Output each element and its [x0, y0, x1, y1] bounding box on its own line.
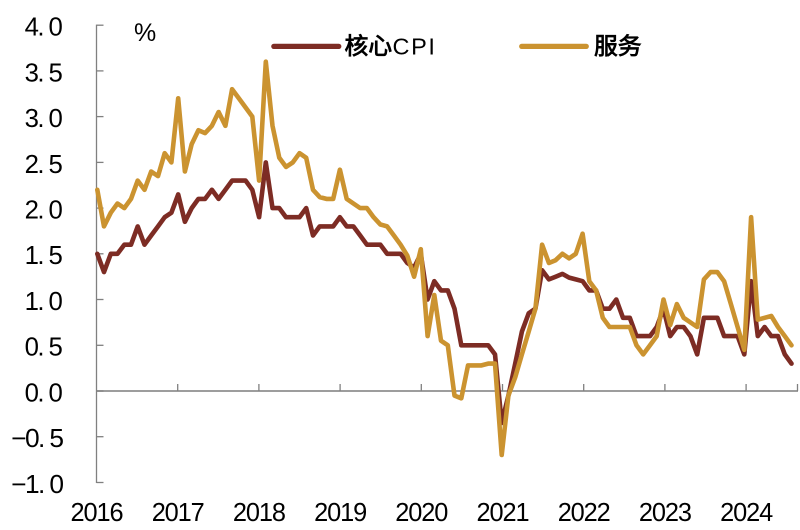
svg-text:2024: 2024: [720, 499, 773, 527]
svg-text:2016: 2016: [71, 499, 124, 527]
svg-text:2. 5: 2. 5: [25, 149, 63, 179]
svg-text:−1. 0: −1. 0: [11, 469, 63, 499]
svg-text:2020: 2020: [395, 499, 448, 527]
svg-text:4. 0: 4. 0: [25, 12, 63, 42]
svg-text:1. 0: 1. 0: [25, 286, 63, 316]
svg-text:2019: 2019: [314, 499, 366, 527]
svg-text:1. 5: 1. 5: [25, 240, 63, 270]
svg-text:2023: 2023: [639, 499, 692, 527]
svg-text:3. 0: 3. 0: [25, 103, 63, 133]
svg-text:0. 0: 0. 0: [25, 377, 63, 407]
svg-text:2022: 2022: [558, 499, 610, 527]
svg-text:−0. 5: −0. 5: [11, 423, 63, 453]
svg-text:%: %: [134, 19, 156, 47]
svg-text:2018: 2018: [233, 499, 286, 527]
svg-text:2. 0: 2. 0: [25, 195, 63, 225]
svg-text:CPI: CPI: [393, 33, 437, 59]
svg-text:2017: 2017: [152, 499, 204, 527]
svg-text:2021: 2021: [477, 499, 529, 527]
svg-text:0. 5: 0. 5: [25, 332, 63, 362]
svg-text:3. 5: 3. 5: [25, 57, 63, 87]
